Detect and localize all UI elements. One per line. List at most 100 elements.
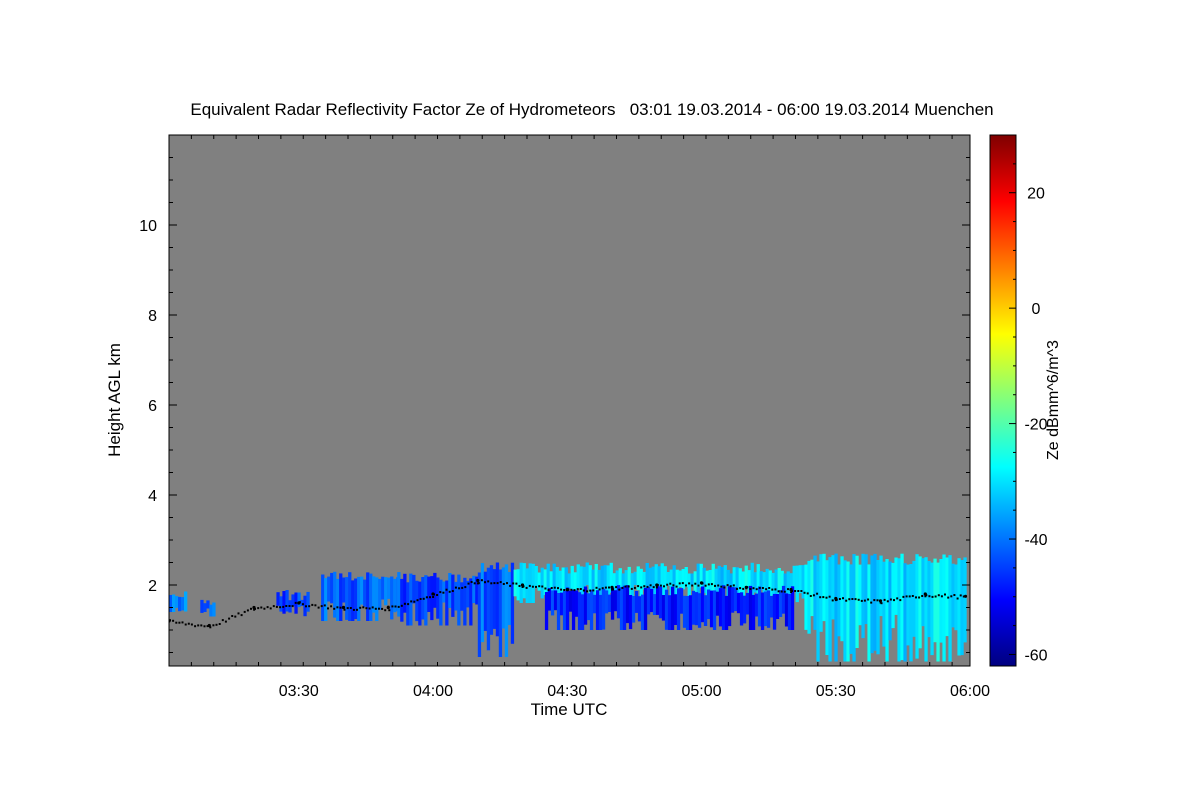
cloud-base-dot: [368, 607, 371, 610]
cloud-base-dot: [822, 596, 825, 599]
echo-column: [543, 569, 547, 596]
echo-column: [751, 594, 756, 630]
cloud-base-dot: [246, 609, 249, 612]
cloud-base-dot: [291, 605, 294, 608]
echo-column: [849, 564, 853, 654]
echo-column: [741, 571, 745, 603]
echo-column: [597, 569, 601, 603]
echo-column: [460, 582, 464, 611]
cloud-base-point: [610, 585, 614, 589]
cloud-base-dot: [342, 605, 345, 608]
echo-column: [646, 586, 651, 615]
cloud-base-dot: [589, 589, 592, 592]
echo-column: [321, 574, 325, 621]
echo-column: [212, 602, 216, 617]
cloud-base-dot: [685, 584, 687, 587]
echo-column: [804, 564, 808, 630]
echo-column: [666, 572, 670, 586]
echo-column: [894, 557, 898, 615]
cloud-base-dot: [777, 590, 780, 593]
echo-column: [178, 596, 182, 612]
echo-column: [819, 554, 823, 632]
cloud-base-dot: [697, 584, 700, 587]
echo-column: [784, 593, 789, 627]
cloud-base-dot: [200, 624, 203, 627]
echo-column: [645, 563, 649, 589]
echo-column: [781, 585, 786, 614]
cloud-base-dot: [279, 606, 282, 609]
cloud-base-dot: [732, 584, 735, 587]
cloud-base-dot: [803, 591, 806, 594]
cloud-base-dot: [397, 605, 400, 608]
echo-column: [595, 590, 600, 630]
echo-column: [900, 553, 904, 661]
echo-column: [342, 577, 346, 603]
cloud-base-dot: [854, 598, 857, 601]
echo-column: [867, 564, 871, 662]
echo-column: [427, 576, 431, 612]
x-tick-label: 06:00: [950, 683, 990, 700]
echo-column: [300, 599, 304, 606]
echo-column: [876, 560, 880, 655]
echo-column: [574, 590, 579, 617]
echo-column: [172, 594, 176, 612]
echo-column: [651, 566, 655, 603]
cloud-base-dot: [831, 599, 834, 602]
echo-column: [639, 568, 643, 598]
cloud-base-dot: [893, 599, 895, 602]
echo-column: [454, 581, 458, 611]
echo-column: [664, 589, 669, 630]
cloud-base-dot: [490, 582, 493, 585]
echo-column: [424, 575, 428, 626]
echo-column: [637, 596, 642, 622]
colorbar-tick-label: 0: [1032, 301, 1041, 318]
echo-column: [601, 588, 606, 630]
cloud-base-dot: [464, 586, 467, 589]
cloud-base-dot: [541, 585, 544, 588]
echo-column: [469, 578, 473, 626]
echo-column: [540, 567, 544, 599]
cloud-base-dot: [181, 621, 184, 624]
cloud-base-dot: [806, 592, 809, 595]
echo-column: [616, 585, 621, 619]
echo-column: [561, 567, 565, 603]
cloud-base-dot: [612, 588, 614, 591]
cloud-base-dot: [863, 599, 866, 602]
cloud-base-dot: [934, 595, 937, 598]
echo-column: [921, 558, 925, 627]
echo-column: [705, 570, 709, 603]
echo-column: [733, 587, 738, 612]
echo-column: [552, 563, 556, 595]
colorbar-tick-label: 20: [1027, 186, 1045, 203]
colorbar: [989, 134, 1017, 667]
echo-column: [565, 587, 570, 630]
echo-column: [324, 578, 328, 621]
y-tick-label: 10: [139, 218, 157, 235]
echo-column: [618, 568, 622, 590]
echo-column: [375, 577, 379, 621]
echo-column: [753, 572, 757, 593]
cloud-base-dot: [675, 585, 678, 588]
echo-column: [912, 560, 916, 637]
echo-column: [604, 590, 609, 614]
cloud-base-dot: [294, 601, 297, 604]
echo-column: [852, 554, 856, 662]
echo-column: [669, 569, 673, 601]
echo-column: [486, 567, 491, 651]
cloud-base-dot: [752, 587, 755, 590]
echo-column: [613, 590, 618, 612]
echo-column: [463, 577, 467, 626]
echo-column: [209, 604, 213, 617]
cloud-base-dot: [944, 593, 946, 596]
cloud-base-dot: [187, 622, 190, 625]
cloud-base-dot: [640, 586, 643, 589]
colorbar-tick-label: -40: [1024, 532, 1047, 549]
echo-column: [778, 590, 783, 617]
echo-column: [748, 585, 753, 630]
cloud-base-dot: [317, 606, 320, 609]
x-tick-label: 03:30: [279, 683, 319, 700]
cloud-base-dot: [707, 583, 710, 586]
echo-column: [576, 564, 580, 589]
echo-column: [562, 590, 567, 630]
echo-column: [607, 594, 612, 612]
